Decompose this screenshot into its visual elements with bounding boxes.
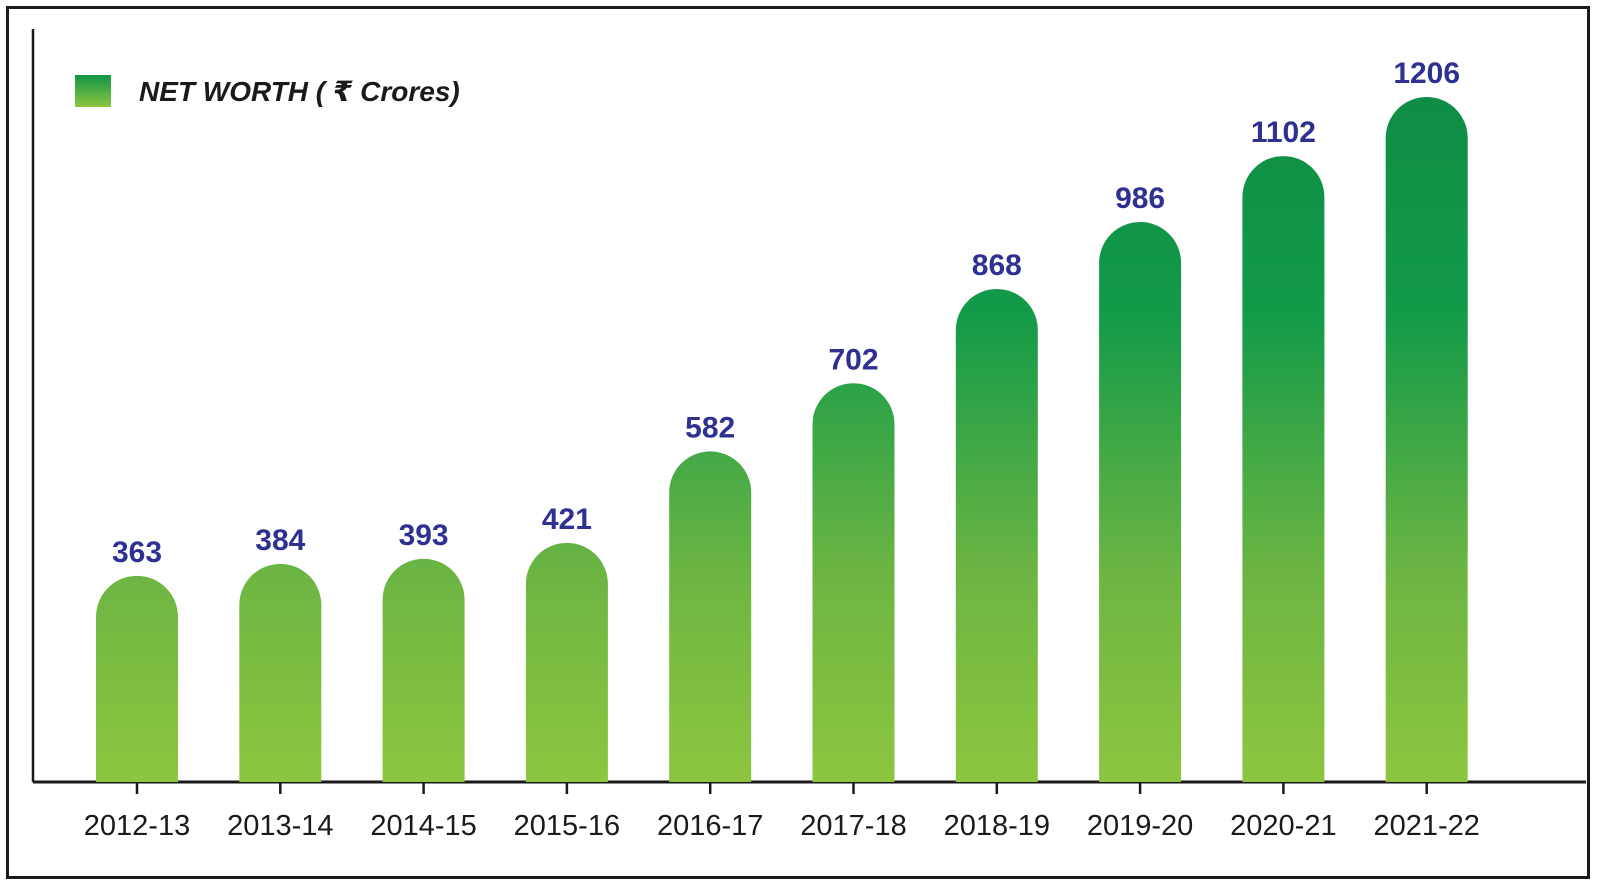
tick-label-2013-14: 2013-14 (227, 810, 333, 842)
tick-label-2019-20: 2019-20 (1087, 810, 1193, 842)
bar-2020-21 (1242, 156, 1325, 783)
value-label-2021-22: 1206 (1393, 57, 1460, 90)
value-label-2020-21: 1102 (1251, 116, 1316, 149)
tick-label-2020-21: 2020-21 (1230, 810, 1336, 842)
value-label-2017-18: 702 (828, 343, 878, 376)
net-worth-bar-chart: NET WORTH ( ₹ Crores) 2012-13 2013-14 2014… (31, 29, 1586, 842)
tick-label-2018-19: 2018-19 (944, 810, 1050, 842)
bar-2019-20 (1099, 221, 1182, 783)
value-label-2016-17: 582 (685, 411, 735, 444)
tick-label-2015-16: 2015-16 (514, 810, 620, 842)
bar-2018-19 (955, 288, 1038, 782)
tick-label-2021-22: 2021-22 (1373, 810, 1479, 842)
x-ticks: 2012-13 2013-14 2014-15 2015-16 2016-17 2017-… (84, 782, 1480, 842)
bar-2014-15 (382, 558, 465, 782)
chart-frame: NET WORTH ( ₹ Crores) 2012-13 2013-14 2014… (6, 6, 1590, 879)
bar-2012-13 (96, 575, 178, 782)
bar-2017-18 (812, 383, 895, 782)
tick-label-2017-18: 2017-18 (800, 810, 906, 842)
tick-label-2016-17: 2016-17 (657, 810, 763, 842)
value-labels: 363 384 393 421 582 702 868 986 1102 1206 (112, 57, 1460, 569)
value-label-2012-13: 363 (112, 536, 162, 569)
bar-2021-22 (1385, 96, 1468, 782)
bars (96, 96, 1468, 783)
value-label-2018-19: 868 (972, 249, 1022, 282)
legend: NET WORTH ( ₹ Crores) (75, 75, 460, 107)
tick-label-2012-13: 2012-13 (84, 810, 190, 842)
value-label-2013-14: 384 (255, 524, 305, 557)
legend-label: NET WORTH ( ₹ Crores) (139, 76, 460, 107)
bar-2015-16 (525, 542, 608, 782)
bar-2013-14 (239, 563, 322, 782)
legend-swatch (75, 75, 111, 107)
bar-2016-17 (669, 451, 752, 782)
value-label-2014-15: 393 (399, 519, 449, 552)
value-label-2015-16: 421 (542, 503, 592, 536)
tick-label-2014-15: 2014-15 (370, 810, 476, 842)
value-label-2019-20: 986 (1115, 182, 1165, 215)
